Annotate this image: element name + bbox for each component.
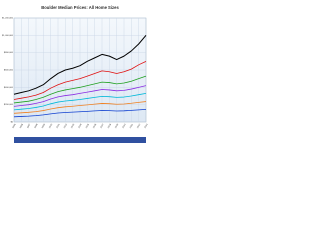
series-line (13, 108, 147, 118)
x-tick-label: 2000 (49, 123, 54, 129)
x-tick-label: 2008 (108, 123, 113, 129)
x-tick-label: 2013 (144, 123, 149, 129)
x-tick-label: 1996 (20, 123, 25, 129)
page: Boulder Median Prices: All Home Sizes $0… (0, 0, 150, 150)
y-tick-label: $600,000 (4, 70, 14, 72)
series-line (13, 93, 147, 111)
series-line (13, 35, 147, 95)
y-tick-label: $1,200,000 (2, 18, 14, 20)
x-tick-label: 1997 (27, 123, 32, 129)
y-tick-label: $0 (11, 122, 14, 124)
x-tick-label: 2009 (115, 123, 120, 129)
y-tick-label: $200,000 (4, 104, 14, 106)
x-tick-label: 2001 (56, 123, 61, 129)
chart: Boulder Median Prices: All Home Sizes $0… (0, 0, 150, 150)
x-tick-label: 2005 (86, 123, 91, 129)
x-tick-label: 1995 (12, 123, 17, 129)
x-tick-label: 1999 (42, 123, 47, 129)
footer-bar (14, 137, 146, 143)
x-tick-label: 2007 (100, 123, 105, 129)
y-tick-label: $800,000 (4, 52, 14, 54)
x-tick-label: 2012 (137, 123, 142, 129)
x-tick-label: 2010 (122, 123, 127, 129)
x-tick-label: 2004 (78, 123, 83, 129)
series-line (13, 60, 147, 100)
series-line (13, 101, 147, 114)
x-tick-label: 2011 (130, 123, 134, 129)
y-tick-label: $400,000 (4, 87, 14, 89)
x-tick-label: 2006 (93, 123, 98, 129)
series-line (13, 85, 147, 107)
x-tick-label: 2003 (71, 123, 76, 129)
chart-title: Boulder Median Prices: All Home Sizes (41, 5, 119, 10)
x-tick-label: 2002 (64, 123, 69, 129)
y-tick-label: $1,000,000 (2, 35, 14, 37)
series-line (13, 75, 147, 104)
x-tick-label: 1998 (34, 123, 39, 129)
